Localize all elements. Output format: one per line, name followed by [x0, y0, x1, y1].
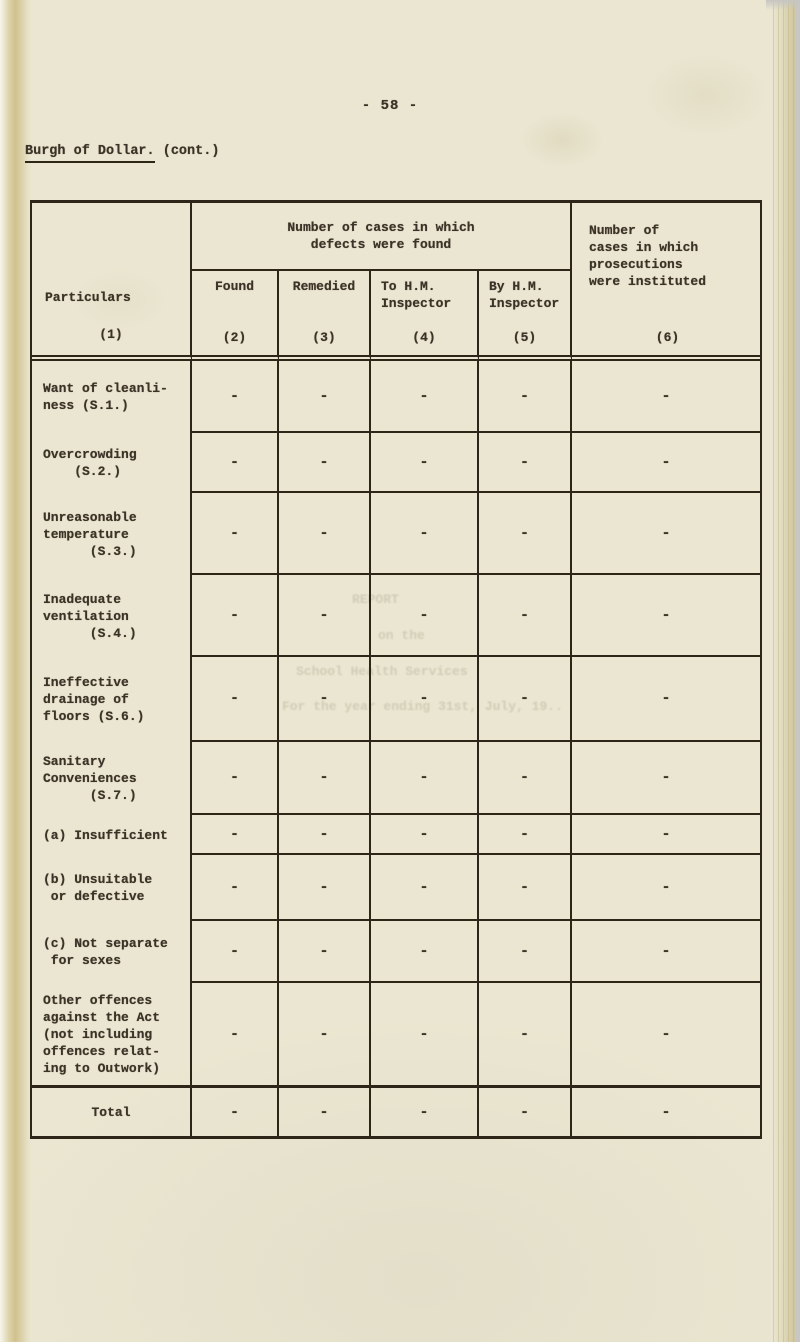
background-strip	[795, 0, 800, 1342]
cell-remedied: -	[279, 855, 371, 921]
cell-to-hm: -	[371, 657, 479, 742]
cell-prosecutions: -	[572, 575, 760, 657]
header-particulars-number: (1)	[99, 327, 123, 342]
cell-by-hm: -	[479, 1088, 572, 1136]
page-number: - 58 -	[361, 98, 419, 114]
cell-found: -	[192, 433, 279, 493]
cell-to-hm: -	[371, 742, 479, 815]
bleedthrough-text: on the	[378, 628, 425, 643]
title-suffix: (cont.)	[154, 144, 220, 159]
cell-to-hm: -	[371, 855, 479, 921]
row-label-other-offences: Other offences against the Act (not incl…	[32, 983, 192, 1088]
row-label-want-of-cleanliness: Want of cleanli- ness (S.1.)	[32, 361, 192, 433]
cell-by-hm: -	[479, 575, 572, 657]
cell-found: -	[192, 855, 279, 921]
cell-found: -	[192, 575, 279, 657]
header-defects-group: Number of cases in which defects were fo…	[192, 203, 572, 271]
cell-prosecutions: -	[572, 361, 760, 433]
bleedthrough-text: For the year ending 31st, July, 19..	[282, 699, 563, 714]
cell-prosecutions: -	[572, 855, 760, 921]
cell-by-hm: -	[479, 815, 572, 855]
cell-remedied: -	[279, 742, 371, 815]
cell-remedied: -	[279, 815, 371, 855]
cell-found: -	[192, 657, 279, 742]
page-edge-left	[0, 0, 32, 1342]
cell-prosecutions: -	[572, 657, 760, 742]
row-label-unreasonable-temperature: Unreasonable temperature (S.3.)	[32, 493, 192, 575]
cell-by-hm: -	[479, 657, 572, 742]
cell-prosecutions: -	[572, 815, 760, 855]
cell-remedied: -	[279, 493, 371, 575]
cell-remedied: -	[279, 575, 371, 657]
header-to-hm-number: (4)	[412, 330, 436, 345]
cell-by-hm: -	[479, 742, 572, 815]
cell-remedied: -	[279, 433, 371, 493]
cell-found: -	[192, 742, 279, 815]
header-remedied-number: (3)	[312, 330, 336, 345]
header-found: Found (2)	[192, 271, 279, 361]
cell-remedied: -	[279, 983, 371, 1088]
header-by-hm-label: By H.M. Inspector	[489, 279, 560, 311]
header-prosecutions-label: Number of cases in which prosecutions we…	[589, 223, 707, 289]
cell-found: -	[192, 1088, 279, 1136]
cell-remedied: -	[279, 1088, 371, 1136]
cell-found: -	[192, 921, 279, 983]
header-by-hm-inspector: By H.M. Inspector (5)	[479, 271, 572, 361]
cell-prosecutions: -	[661, 1103, 671, 1121]
cell-by-hm: -	[479, 361, 572, 433]
header-prosecutions-number: (6)	[655, 330, 680, 345]
cell-found: -	[192, 983, 279, 1088]
header-found-label: Found	[214, 279, 254, 294]
cell-prosecutions: -	[572, 493, 760, 575]
cell-by-hm: -	[479, 493, 572, 575]
cell-to-hm: -	[371, 815, 479, 855]
header-found-number: (2)	[222, 330, 247, 345]
cell-remedied: -	[279, 921, 371, 983]
cell-to-hm: -	[371, 493, 479, 575]
bleedthrough-text: REPORT	[352, 592, 399, 607]
cell-by-hm: -	[479, 921, 572, 983]
header-to-hm-inspector: To H.M. Inspector (4)	[371, 271, 479, 361]
cell-prosecutions: -	[572, 433, 760, 493]
document-title: Burgh of Dollar. (cont.)	[25, 144, 220, 163]
header-particulars-label: Particulars	[45, 290, 131, 305]
header-remedied-label: Remedied	[292, 279, 356, 294]
title-underlined: Burgh of Dollar.	[25, 144, 155, 163]
cell-found: -	[192, 361, 279, 433]
cell-found: -	[192, 493, 279, 575]
row-label-not-separate-for-sexes: (c) Not separate for sexes	[32, 921, 192, 983]
row-label-ineffective-drainage: Ineffective drainage of floors (S.6.)	[32, 657, 192, 742]
row-label-total: Total	[32, 1088, 192, 1136]
header-to-hm-label: To H.M. Inspector	[381, 279, 452, 311]
cell-to-hm: -	[371, 983, 479, 1088]
cell-found: -	[192, 815, 279, 855]
cell-to-hm: -	[371, 1088, 479, 1136]
defects-table: Particulars (1) Number of cases in which…	[30, 200, 762, 1139]
row-label-overcrowding: Overcrowding (S.2.)	[32, 433, 192, 493]
page-stack-edge	[771, 0, 795, 1342]
cell-by-hm: -	[479, 983, 572, 1088]
header-by-hm-number: (5)	[512, 330, 537, 345]
bleedthrough-text: School Health Services	[296, 664, 468, 679]
cell-to-hm: -	[371, 433, 479, 493]
cell-to-hm: -	[371, 921, 479, 983]
row-label-sanitary-conveniences: Sanitary Conveniences (S.7.)	[32, 742, 192, 815]
header-prosecutions: Number of cases in which prosecutions we…	[572, 203, 760, 361]
row-label-insufficient: (a) Insufficient	[32, 815, 192, 855]
header-remedied: Remedied (3)	[279, 271, 371, 361]
row-label-inadequate-ventilation: Inadequate ventilation (S.4.)	[32, 575, 192, 657]
cell-to-hm: -	[371, 361, 479, 433]
cell-prosecutions: -	[572, 742, 760, 815]
cell-by-hm: -	[479, 855, 572, 921]
row-label-unsuitable-or-defective: (b) Unsuitable or defective	[32, 855, 192, 921]
corner-shadow	[766, 0, 800, 10]
cell-remedied: -	[279, 361, 371, 433]
cell-prosecutions: -	[572, 921, 760, 983]
header-particulars: Particulars (1)	[32, 203, 192, 361]
cell-by-hm: -	[479, 433, 572, 493]
cell-remedied: -	[279, 657, 371, 742]
cell-prosecutions: -	[572, 983, 760, 1088]
cell-to-hm: -	[371, 575, 479, 657]
